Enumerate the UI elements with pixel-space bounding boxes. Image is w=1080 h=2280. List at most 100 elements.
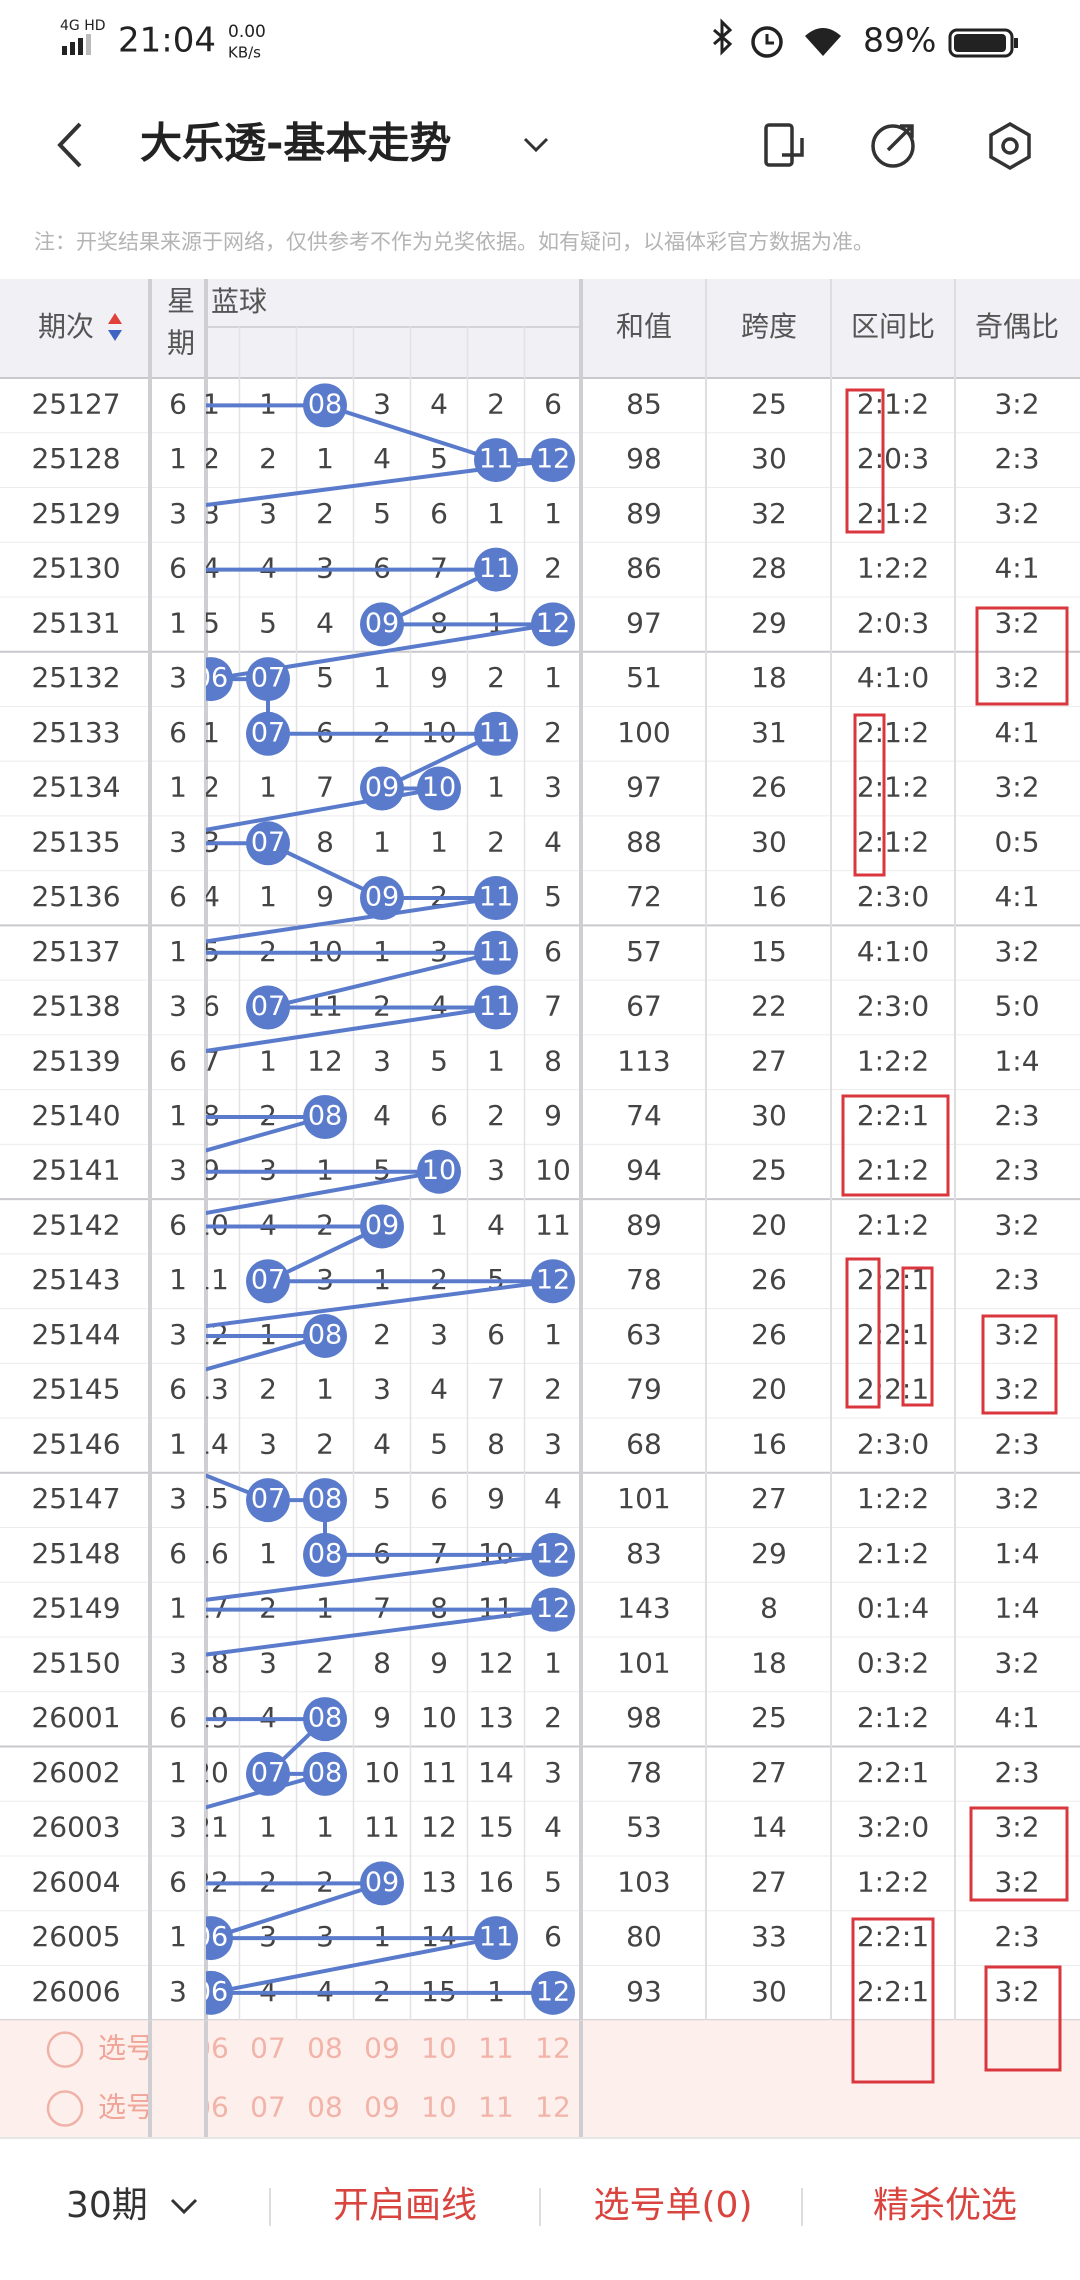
- omission: 12: [307, 1044, 343, 1077]
- share-icon[interactable]: [871, 124, 915, 168]
- cell-parity: 3:2: [994, 387, 1039, 420]
- select-radio[interactable]: [46, 2031, 84, 2068]
- select-ball[interactable]: 07: [250, 2032, 286, 2065]
- ball: [531, 1587, 575, 1632]
- cell-weekday: 1: [169, 771, 187, 804]
- sort-up[interactable]: [108, 313, 122, 324]
- cell-zone: 2:3:0: [857, 880, 929, 913]
- cell-zone: 2:2:1: [857, 1318, 929, 1351]
- select-ball[interactable]: 06: [193, 2032, 229, 2065]
- select-label[interactable]: 选号: [98, 2032, 154, 2065]
- cell-period: 25136: [31, 880, 120, 913]
- omission: 2: [259, 442, 277, 475]
- omission: 13: [478, 1701, 514, 1734]
- cell-zone: 2:1:2: [857, 771, 929, 804]
- ball: [474, 930, 518, 975]
- omission: 2: [487, 387, 505, 420]
- cell-period: 25135: [31, 825, 120, 858]
- ball: [303, 1751, 347, 1796]
- omission: 2: [544, 1373, 562, 1406]
- ball: [531, 602, 575, 647]
- omission: 10: [421, 1701, 457, 1734]
- device-icon[interactable]: [764, 123, 794, 167]
- select-radio[interactable]: [46, 2090, 84, 2127]
- ball: [474, 547, 518, 592]
- ball-number: 09: [365, 608, 399, 639]
- ball: [474, 876, 518, 921]
- select-label[interactable]: 选号: [98, 2091, 154, 2124]
- cell-parity: 0:5: [994, 825, 1039, 858]
- select-ball[interactable]: 10: [421, 2032, 457, 2065]
- cell-zone: 2:1:2: [857, 387, 929, 420]
- ball-number: 11: [479, 444, 513, 475]
- cell-period: 25128: [31, 442, 120, 475]
- ball-number: 09: [365, 772, 399, 803]
- battery-fill: [954, 34, 1006, 52]
- cell-weekday: 1: [169, 1427, 187, 1460]
- cell-sum: 103: [617, 1865, 670, 1898]
- omission: 4: [430, 387, 448, 420]
- premium-button[interactable]: 精杀优选: [873, 2185, 1017, 2226]
- omission: 6: [487, 1318, 505, 1351]
- omission: 6: [544, 387, 562, 420]
- back-button[interactable]: [57, 122, 82, 168]
- cell-parity: 2:3: [994, 1263, 1039, 1296]
- select-ball[interactable]: 12: [535, 2091, 571, 2124]
- omission: 9: [430, 661, 448, 694]
- select-ball[interactable]: 09: [364, 2032, 400, 2065]
- alarm-hand: [765, 34, 774, 45]
- cell-span: 25: [751, 1154, 787, 1187]
- ball: [246, 985, 290, 1030]
- select-ball[interactable]: 10: [421, 2091, 457, 2124]
- omission: 3: [259, 1427, 277, 1460]
- cell-sum: 88: [626, 825, 662, 858]
- cell-sum: 83: [626, 1537, 662, 1570]
- annotation-box: [845, 1257, 881, 1409]
- cell-period: 25127: [31, 387, 120, 420]
- omission: 1: [259, 1537, 277, 1570]
- ball: [246, 657, 290, 702]
- cell-weekday: 6: [169, 1701, 187, 1734]
- omission: 15: [193, 1482, 229, 1515]
- annotation-box: [841, 1094, 950, 1197]
- cell-span: 20: [751, 1208, 787, 1241]
- ball: [303, 1313, 347, 1358]
- omission: 2: [544, 552, 562, 585]
- ball-number: 08: [308, 1484, 342, 1515]
- select-ball[interactable]: 08: [307, 2032, 343, 2065]
- cell-zone: 1:2:2: [857, 1865, 929, 1898]
- ball-number: 07: [251, 991, 285, 1022]
- cell-weekday: 1: [169, 606, 187, 639]
- omission: 4: [487, 1208, 505, 1241]
- select-ball[interactable]: 06: [193, 2091, 229, 2124]
- period-dropdown[interactable]: [170, 2198, 198, 2215]
- cell-sum: 98: [626, 1701, 662, 1734]
- draw-lines-button[interactable]: 开启画线: [333, 2185, 477, 2226]
- cell-parity: 3:2: [994, 1975, 1039, 2008]
- selection-button[interactable]: 选号单(0): [594, 2185, 753, 2226]
- select-ball[interactable]: 11: [478, 2091, 514, 2124]
- select-ball[interactable]: 08: [307, 2091, 343, 2124]
- select-ball[interactable]: 11: [478, 2032, 514, 2065]
- cell-period: 25133: [31, 716, 120, 749]
- cell-sum: 78: [626, 1263, 662, 1296]
- app-header: 大乐透-基本走势: [57, 119, 1031, 171]
- omission: 16: [193, 1537, 229, 1570]
- select-ball[interactable]: 12: [535, 2032, 571, 2065]
- cell-period: 25144: [31, 1318, 120, 1351]
- cell-weekday: 1: [169, 1920, 187, 1953]
- col-sum: 和值: [616, 310, 672, 343]
- select-ball[interactable]: 09: [364, 2091, 400, 2124]
- cell-period: 25148: [31, 1537, 120, 1570]
- cell-weekday: 3: [169, 661, 187, 694]
- cell-zone: 2:1:2: [857, 1154, 929, 1187]
- settings-icon[interactable]: [989, 121, 1031, 171]
- sort-down[interactable]: [108, 330, 122, 341]
- title-dropdown[interactable]: [523, 137, 549, 153]
- page-title[interactable]: 大乐透-基本走势: [140, 119, 451, 168]
- period-count[interactable]: 30期: [66, 2185, 148, 2226]
- select-ball[interactable]: 07: [250, 2091, 286, 2124]
- omission: 1: [544, 1318, 562, 1351]
- cell-parity: 3:2: [994, 771, 1039, 804]
